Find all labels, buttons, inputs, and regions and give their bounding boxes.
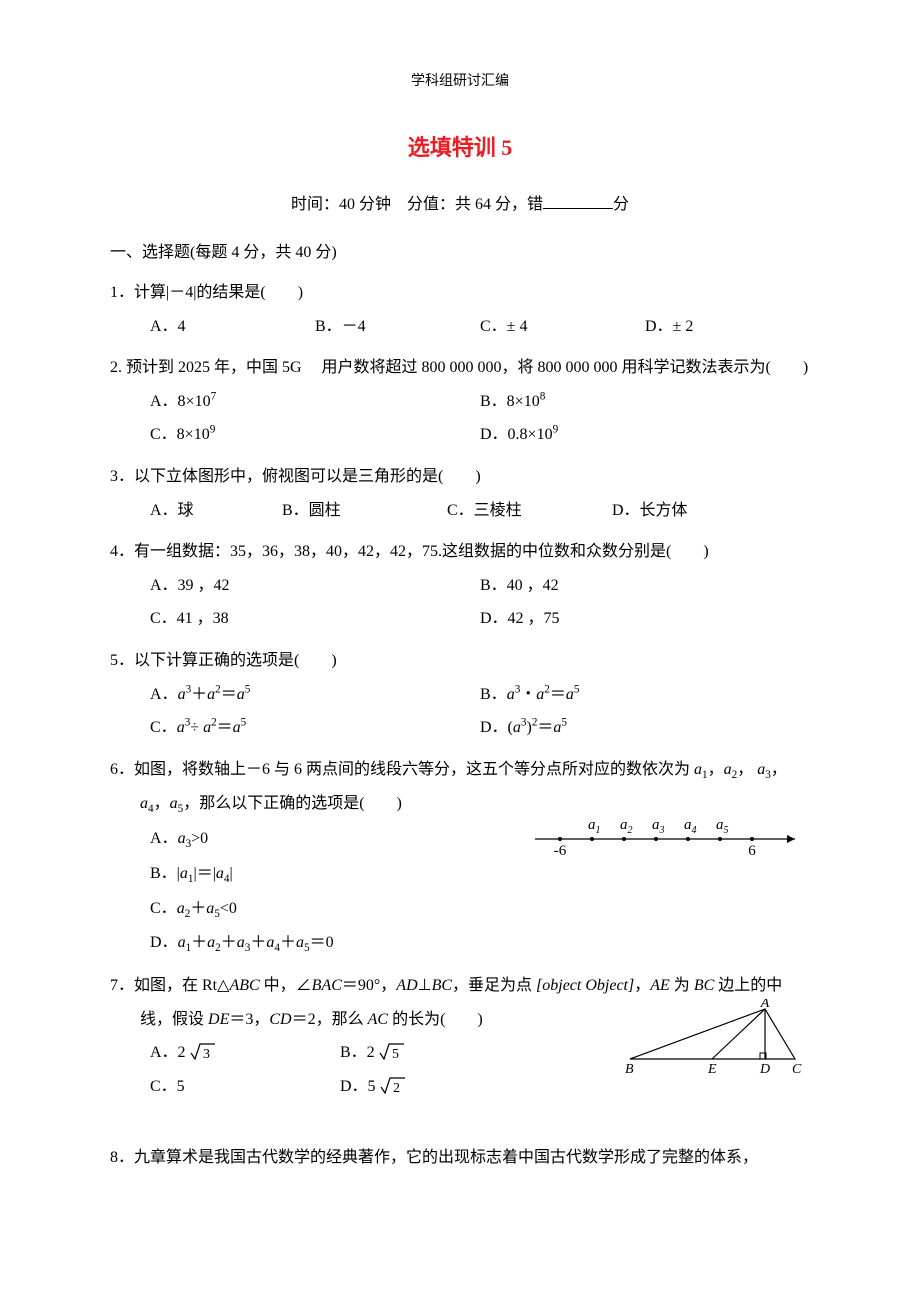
q4-opt-a: A．39 ，42 bbox=[150, 569, 480, 603]
q1-opt-a: A．4 bbox=[150, 310, 315, 344]
q3-opt-b: B．圆柱 bbox=[282, 494, 447, 528]
triangle-figure: A B E D C bbox=[620, 999, 810, 1079]
svg-text:E: E bbox=[707, 1062, 717, 1077]
svg-text:2: 2 bbox=[393, 1081, 400, 1095]
q1-stem: 1．计算|－4|的结果是( ) bbox=[110, 276, 810, 310]
q7-opt-c: C．5 bbox=[150, 1070, 340, 1104]
time-label: 时间： bbox=[291, 196, 339, 213]
q7-opt-d: D．5 2 bbox=[340, 1070, 530, 1104]
q1-opt-c: C．± 4 bbox=[480, 310, 645, 344]
q4-opt-b: B．40 ，42 bbox=[480, 569, 810, 603]
score-value: 共 64 分，错 bbox=[455, 196, 543, 213]
time-value: 40 分钟 bbox=[339, 196, 391, 213]
q8-stem: 8．九章算术是我国古代数学的经典著作，它的出现标志着中国古代数学形成了完整的体系… bbox=[110, 1141, 810, 1175]
q4-opt-d: D．42 ，75 bbox=[480, 602, 810, 636]
q3-opt-c: C．三棱柱 bbox=[447, 494, 612, 528]
q4-stem: 4．有一组数据：35，36，38，40，42，42，75.这组数据的中位数和众数… bbox=[110, 535, 810, 569]
question-5: 5．以下计算正确的选项是( ) A．a3＋a2＝a5 B．a3・a2＝a5 C．… bbox=[110, 644, 810, 745]
svg-text:-6: -6 bbox=[554, 843, 567, 859]
q6-opt-d: D．a1＋a2＋a3＋a4＋a5＝0 bbox=[150, 926, 810, 961]
sqrt-icon: 3 bbox=[190, 1041, 216, 1061]
question-8: 8．九章算术是我国古代数学的经典著作，它的出现标志着中国古代数学形成了完整的体系… bbox=[110, 1141, 810, 1175]
q3-opt-d: D．长方体 bbox=[612, 494, 810, 528]
title: 选填特训 5 bbox=[110, 130, 810, 162]
q5-stem: 5．以下计算正确的选项是( ) bbox=[110, 644, 810, 678]
q2-opt-d: D．0.8×109 bbox=[480, 418, 810, 452]
q5-opt-d: D．(a3)2＝a5 bbox=[480, 711, 810, 745]
q5-opt-b: B．a3・a2＝a5 bbox=[480, 678, 810, 712]
q7-opt-a: A．2 3 bbox=[150, 1036, 340, 1070]
q5-opt-a: A．a3＋a2＝a5 bbox=[150, 678, 480, 712]
meta-line: 时间：40 分钟 分值：共 64 分，错 分 bbox=[110, 190, 810, 214]
score-suffix: 分 bbox=[613, 196, 629, 213]
svg-text:5: 5 bbox=[392, 1047, 399, 1061]
q2-opt-b: B．8×108 bbox=[480, 385, 810, 419]
section-title: 一、选择题(每题 4 分，共 40 分) bbox=[110, 238, 810, 262]
q3-stem: 3．以下立体图形中，俯视图可以是三角形的是( ) bbox=[110, 460, 810, 494]
svg-text:a5: a5 bbox=[716, 817, 729, 836]
sqrt-icon: 5 bbox=[379, 1041, 405, 1061]
svg-text:a1: a1 bbox=[588, 817, 601, 836]
q1-opt-b: B．－4 bbox=[315, 310, 480, 344]
svg-text:D: D bbox=[759, 1062, 770, 1077]
q5-opt-c: C．a3÷ a2＝a5 bbox=[150, 711, 480, 745]
page-header: 学科组研讨汇编 bbox=[110, 70, 810, 90]
q4-opt-c: C．41 ，38 bbox=[150, 602, 480, 636]
question-7: 7．如图，在 Rt△ABC 中，∠BAC＝90°，AD⊥BC，垂足为点 [obj… bbox=[110, 969, 810, 1103]
numberline-figure: -6 6 a1 a2 a3 a4 a5 bbox=[530, 809, 810, 859]
q6-opt-c: C．a2＋a5<0 bbox=[150, 892, 810, 927]
question-3: 3．以下立体图形中，俯视图可以是三角形的是( ) A．球 B．圆柱 C．三棱柱 … bbox=[110, 460, 810, 527]
svg-text:a2: a2 bbox=[620, 817, 633, 836]
question-1: 1．计算|－4|的结果是( ) A．4 B．－4 C．± 4 D．± 2 bbox=[110, 276, 810, 343]
svg-text:C: C bbox=[792, 1062, 802, 1077]
question-6: 6．如图，将数轴上－6 与 6 两点间的线段六等分，这五个等分点所对应的数依次为… bbox=[110, 753, 810, 961]
q2-opt-c: C．8×109 bbox=[150, 418, 480, 452]
question-4: 4．有一组数据：35，36，38，40，42，42，75.这组数据的中位数和众数… bbox=[110, 535, 810, 636]
q3-opt-a: A．球 bbox=[150, 494, 282, 528]
q6-opt-b: B．|a1|＝|a4| bbox=[150, 857, 810, 892]
blank-input[interactable] bbox=[543, 193, 613, 209]
svg-text:3: 3 bbox=[203, 1047, 210, 1061]
sqrt-icon: 2 bbox=[380, 1075, 406, 1095]
svg-text:6: 6 bbox=[748, 843, 756, 859]
svg-text:a4: a4 bbox=[684, 817, 697, 836]
score-label: 分值： bbox=[407, 196, 455, 213]
svg-text:a3: a3 bbox=[652, 817, 665, 836]
svg-text:B: B bbox=[625, 1062, 634, 1077]
question-2: 2. 预计到 2025 年，中国 5G 用户数将超过 800 000 000，将… bbox=[110, 351, 810, 452]
svg-text:A: A bbox=[760, 999, 770, 1011]
page: 学科组研讨汇编 选填特训 5 时间：40 分钟 分值：共 64 分，错 分 一、选… bbox=[0, 0, 920, 1243]
q2-opt-a: A．8×107 bbox=[150, 385, 480, 419]
q7-opt-b: B．2 5 bbox=[340, 1036, 530, 1070]
q2-stem: 2. 预计到 2025 年，中国 5G 用户数将超过 800 000 000，将… bbox=[110, 351, 810, 385]
q1-opt-d: D．± 2 bbox=[645, 310, 810, 344]
